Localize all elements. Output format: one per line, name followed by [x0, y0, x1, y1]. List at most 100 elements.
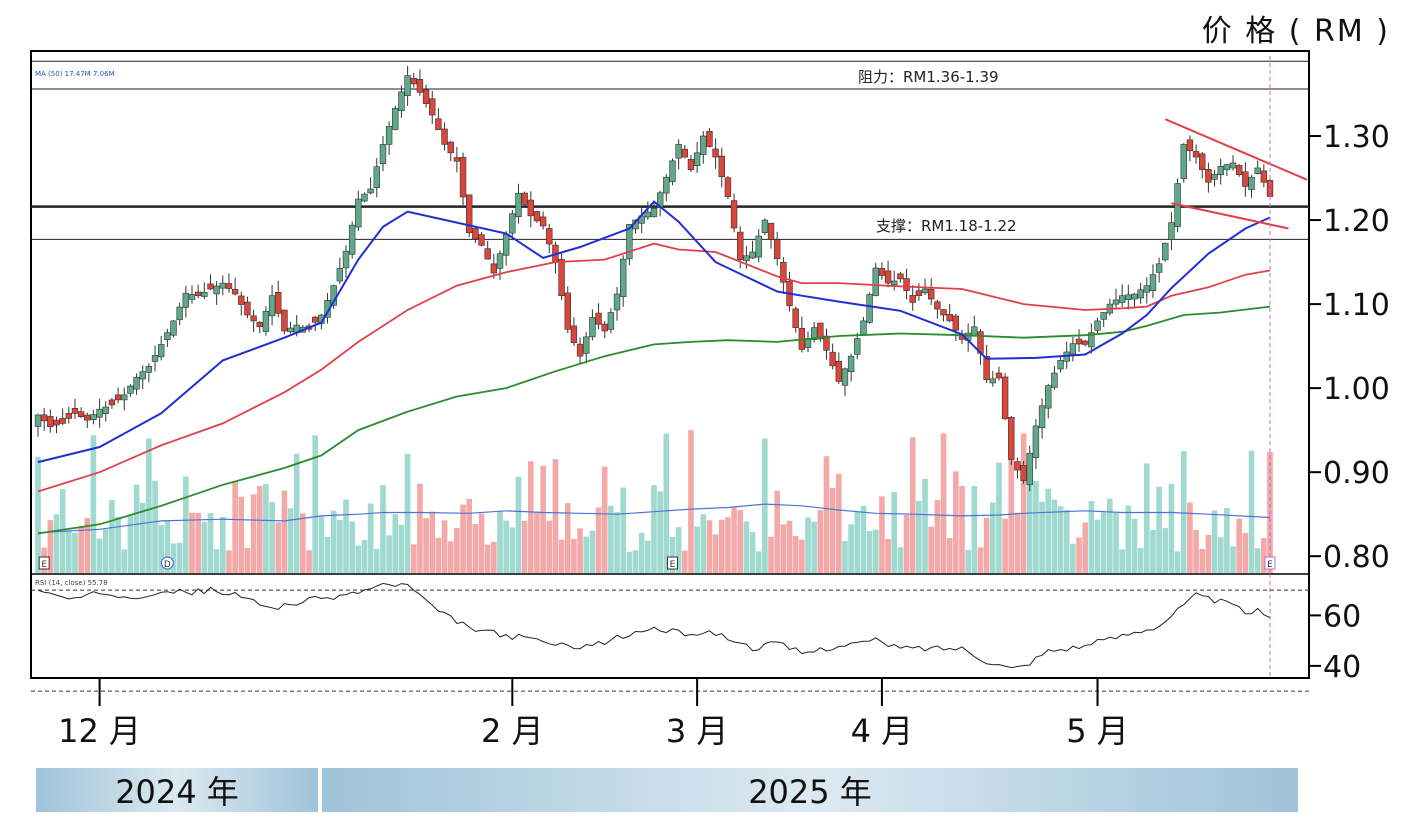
volume-bar: [515, 476, 522, 573]
volume-bar: [836, 473, 842, 573]
volume-bar: [1156, 486, 1162, 573]
volume-bar: [213, 549, 220, 573]
volume-bar: [1076, 537, 1082, 573]
year-band-2024: 2024 年: [36, 768, 318, 812]
candle-up: [1045, 385, 1052, 409]
candle-up: [1229, 162, 1237, 169]
candle-up: [102, 406, 109, 414]
candle-up: [127, 385, 134, 394]
volume-bar: [755, 551, 762, 573]
volume-bar: [189, 512, 195, 573]
candle-up: [1026, 452, 1033, 485]
volume-bar: [540, 465, 546, 573]
candle-down: [441, 128, 448, 145]
volume-bar: [72, 532, 78, 573]
candle-down: [897, 273, 904, 280]
volume-bar: [564, 503, 571, 573]
candle-down: [539, 216, 547, 227]
candle-up: [1057, 360, 1064, 370]
volume-bar: [287, 508, 294, 573]
volume-bar: [1094, 519, 1101, 573]
volume-bar: [355, 545, 362, 573]
x-tick-label: 3 月: [666, 712, 729, 750]
candle-down: [207, 283, 214, 290]
volume-bar: [817, 510, 824, 573]
volume-bar: [484, 544, 491, 573]
candle-down: [47, 416, 54, 428]
volume-bar: [146, 438, 152, 573]
candle-up: [398, 91, 405, 112]
candle-up: [921, 288, 929, 294]
volume-bar: [1107, 498, 1113, 573]
candle-down: [71, 407, 79, 414]
candle-down: [465, 194, 473, 233]
volume-bar: [1193, 529, 1199, 573]
candle-down: [281, 309, 288, 332]
legend-top: MA (50) 17.47M 7.06M: [35, 70, 115, 78]
candle-down: [884, 270, 892, 284]
event-marker-shape: [38, 556, 50, 570]
candle-down: [311, 316, 319, 323]
volume-bar: [472, 524, 479, 573]
volume-bar: [811, 521, 817, 573]
volume-bar: [922, 478, 928, 573]
candle-down: [1192, 151, 1200, 158]
candle-down: [823, 335, 830, 351]
candle-down: [712, 148, 719, 158]
candle-down: [484, 248, 491, 260]
candle-down: [718, 155, 725, 178]
volume-bar: [35, 457, 41, 573]
candle-up: [854, 338, 861, 355]
volume-bar: [361, 539, 368, 573]
event-marker: D: [160, 556, 174, 570]
candle-down: [53, 419, 60, 426]
volume-bar: [916, 500, 922, 573]
candle-up: [1162, 242, 1169, 261]
volume-bar: [946, 537, 953, 573]
candle-up: [669, 160, 676, 183]
trend-upper-line: [1164, 118, 1308, 181]
candle-up: [810, 327, 818, 340]
volume-bar: [669, 536, 676, 573]
candle-down: [1001, 376, 1009, 420]
candle-down: [915, 290, 923, 296]
volume-bar: [102, 529, 109, 573]
volume-bar: [953, 471, 959, 573]
candle-up: [626, 223, 633, 260]
candle-up: [287, 327, 294, 333]
candle-down: [1199, 153, 1206, 170]
volume-bar: [749, 532, 756, 573]
candle-up: [96, 408, 103, 418]
candle-down: [601, 323, 608, 332]
candle-down: [453, 157, 461, 162]
volume-bar: [423, 518, 429, 573]
candle-down: [773, 239, 781, 260]
volume-bar: [712, 534, 719, 573]
volume-bar: [558, 539, 565, 573]
candle-up: [1112, 299, 1120, 305]
volume-bar: [429, 511, 436, 573]
candle-down: [84, 414, 91, 421]
candle-up: [373, 166, 380, 188]
candle-up: [613, 293, 621, 311]
volume-bar: [546, 520, 553, 573]
volume-bar: [121, 549, 128, 573]
volume-bar: [977, 547, 984, 573]
volume-bar: [1002, 518, 1008, 573]
candle-down: [422, 89, 430, 104]
volume-bar: [195, 512, 201, 573]
candle-up: [158, 344, 165, 358]
candle-down: [792, 308, 799, 328]
volume-bar: [1100, 512, 1107, 573]
event-marker-shape: [666, 556, 678, 570]
x-tick-label: 5 月: [1066, 712, 1129, 750]
volume-bar: [577, 528, 583, 573]
y-tick-label: 0.80: [1323, 540, 1390, 575]
volume-bar: [1187, 502, 1193, 573]
candle-up: [139, 371, 146, 380]
volume-bar: [657, 491, 663, 573]
candle-down: [244, 301, 251, 316]
volume-bar: [805, 517, 811, 573]
volume-bar: [417, 483, 423, 573]
volume-bar: [583, 536, 590, 573]
